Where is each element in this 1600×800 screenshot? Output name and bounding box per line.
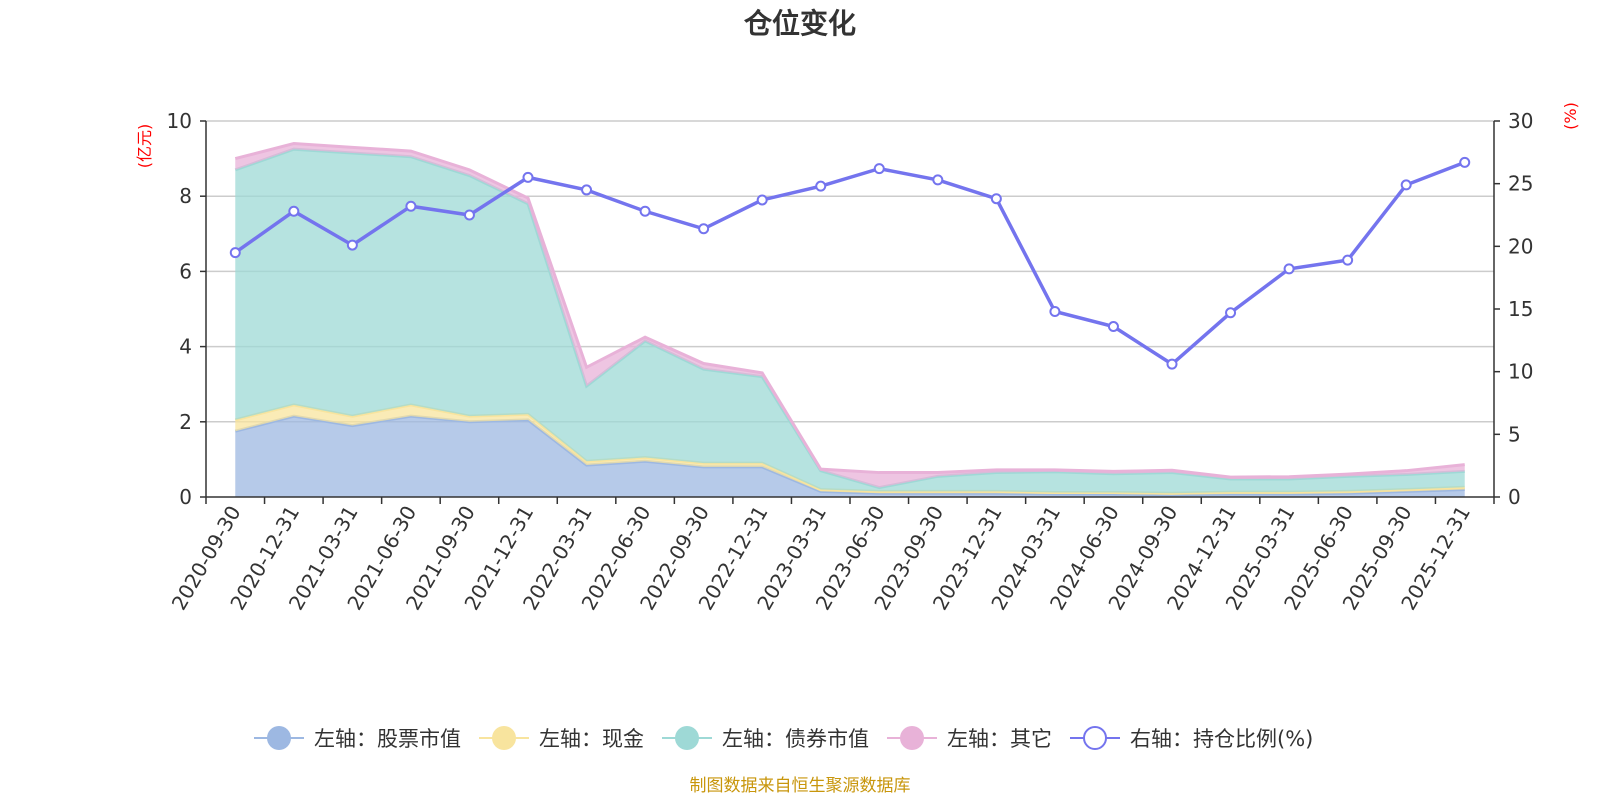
right-tick-label: 30	[1508, 109, 1533, 133]
legend-label: 左轴：股票市值	[314, 727, 461, 751]
chart-title: 仓位变化	[744, 7, 856, 40]
legend-label: 左轴：债券市值	[722, 727, 869, 751]
ratio-point	[639, 205, 651, 217]
legend-item-3: 左轴：债券市值	[662, 726, 869, 751]
right-tick-label: 5	[1508, 422, 1521, 446]
left-tick-label: 0	[179, 485, 192, 509]
right-tick-label: 25	[1508, 172, 1533, 196]
ratio-point	[990, 193, 1002, 205]
left-tick-label: 6	[179, 259, 192, 283]
right-tick-label: 0	[1508, 485, 1521, 509]
ratio-line-path	[234, 160, 1466, 367]
left-tick-label: 4	[179, 335, 192, 359]
legend-marker	[492, 726, 516, 750]
legend-marker	[675, 726, 699, 750]
ratio-point	[1342, 254, 1354, 266]
legend-item-1: 左轴：股票市值	[254, 726, 461, 751]
ratio-point	[346, 239, 358, 251]
area-series-1	[235, 416, 1465, 497]
legend-marker	[900, 726, 924, 750]
holding-ratio-line	[229, 156, 1471, 370]
ratio-point	[229, 247, 241, 259]
ratio-point	[405, 200, 417, 212]
stacked-areas	[234, 142, 1465, 497]
ratio-point	[463, 209, 475, 221]
area-series-3	[235, 149, 1465, 494]
ratio-point	[1283, 263, 1295, 275]
ratio-point	[873, 163, 885, 175]
area-edge-series-4	[234, 142, 1465, 479]
legend-item-2: 左轴：现金	[479, 726, 644, 751]
legend-marker	[267, 726, 291, 750]
ratio-point	[522, 171, 534, 183]
legend-label: 左轴：其它	[947, 727, 1052, 751]
left-tick-label: 10	[167, 109, 192, 133]
ratio-point	[1049, 306, 1061, 318]
ratio-point	[1166, 358, 1178, 370]
legend-label: 左轴：现金	[539, 727, 644, 751]
source-note: 制图数据来自恒生聚源数据库	[690, 776, 911, 796]
right-axis-unit: (%)	[1561, 102, 1580, 130]
left-tick-label: 2	[179, 410, 192, 434]
ratio-point	[756, 194, 768, 206]
right-tick-label: 10	[1508, 360, 1533, 384]
legend-marker	[1083, 726, 1107, 750]
ratio-point	[698, 223, 710, 235]
ratio-point	[288, 205, 300, 217]
legend-item-5: 右轴：持仓比例(%)	[1070, 726, 1313, 751]
right-tick-label: 20	[1508, 234, 1533, 258]
right-tick-label: 15	[1508, 297, 1533, 321]
ratio-point	[815, 180, 827, 192]
ratio-point	[1107, 321, 1119, 333]
legend: 左轴：股票市值 左轴：现金 左轴：债券市值 左轴：其它 右轴：持仓比例(%)	[254, 726, 1313, 751]
ratio-point	[1225, 307, 1237, 319]
left-tick-label: 8	[179, 184, 192, 208]
legend-label: 右轴：持仓比例(%)	[1130, 727, 1313, 751]
ratio-point	[932, 174, 944, 186]
ratio-point	[1400, 179, 1412, 191]
ratio-point	[581, 184, 593, 196]
left-axis-unit: (亿元)	[135, 124, 154, 169]
ratio-point	[1459, 156, 1471, 168]
legend-item-4: 左轴：其它	[887, 726, 1052, 751]
